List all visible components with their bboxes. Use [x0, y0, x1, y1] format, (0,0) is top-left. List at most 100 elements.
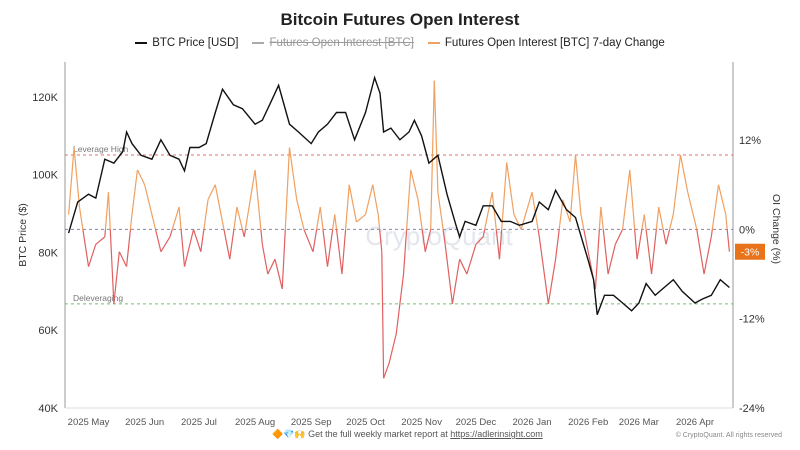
oi-change-segment — [171, 206, 180, 230]
oi-change-segment — [288, 147, 298, 200]
oi-change-segment — [513, 214, 522, 230]
x-tick-label: 2026 Mar — [619, 417, 659, 428]
oi-change-segment — [125, 229, 132, 267]
x-tick-label: 2025 Aug — [235, 417, 275, 428]
last-value-badge — [735, 243, 765, 260]
reference-line-label: Leverage High — [73, 144, 129, 154]
oi-change-segment — [348, 184, 358, 223]
oi-change-segment — [658, 206, 664, 230]
oi-change-segment — [402, 229, 408, 275]
oi-change-segment — [107, 192, 111, 230]
oi-change-segment — [221, 221, 225, 230]
oi-change-segment — [377, 214, 381, 230]
oi-change-segment — [710, 229, 713, 237]
x-tick-label: 2025 Jul — [181, 417, 217, 428]
oi-change-segment — [312, 229, 318, 252]
oi-change-segment — [104, 192, 110, 230]
footer: 🔶💎🙌 Get the full weekly market report at… — [272, 429, 543, 440]
oi-change-segment — [341, 229, 347, 275]
oi-change-segment — [598, 207, 602, 230]
oi-change-segment — [711, 184, 720, 230]
oi-change-segment — [433, 80, 439, 193]
oi-change-segment — [229, 229, 235, 260]
oi-change-segment — [662, 229, 667, 245]
oi-change-segment — [207, 184, 216, 200]
oi-change-segment — [475, 236, 484, 245]
oi-change-segment — [200, 229, 205, 252]
y-right-axis-label: OI Change (%) — [770, 194, 782, 264]
oi-change-segment — [244, 169, 256, 230]
oi-change-segment — [717, 184, 727, 215]
oi-change-segment — [430, 80, 435, 230]
oi-change-segment — [629, 169, 636, 230]
y-left-tick-label: 80K — [38, 247, 58, 259]
oi-change-segment — [726, 229, 730, 252]
oi-change-segment — [538, 236, 549, 304]
oi-change-segment — [421, 229, 426, 252]
oi-change-segment — [655, 207, 660, 230]
legend-item-open-interest[interactable]: Futures Open Interest [BTC] — [252, 37, 414, 49]
oi-change-segment — [274, 259, 283, 290]
x-tick-label: 2025 Sep — [291, 417, 332, 428]
oi-change-segment — [284, 147, 291, 230]
oi-change-segment — [459, 258, 468, 275]
oi-change-segment — [192, 229, 202, 252]
oi-change-segment — [104, 229, 107, 237]
oi-change-segment — [442, 229, 446, 245]
oi-change-segment — [296, 199, 305, 230]
oi-change-segment — [383, 363, 390, 379]
oi-change-segment — [109, 229, 115, 304]
x-tick-label: 2025 Oct — [346, 417, 385, 428]
oi-change-segment — [151, 214, 157, 230]
oi-change-segment — [547, 259, 557, 304]
oi-change-segment — [634, 229, 638, 260]
oi-change-segment — [498, 229, 503, 260]
legend-item-btc-price[interactable]: BTC Price [USD] — [135, 37, 238, 49]
legend: BTC Price [USD] Futures Open Interest [B… — [0, 37, 800, 49]
oi-change-segment — [520, 192, 533, 230]
legend-item-oi-change[interactable]: Futures Open Interest [BTC] 7-day Change — [427, 37, 665, 49]
oi-change-segment — [364, 184, 374, 215]
oi-change-segment — [180, 229, 186, 267]
legend-swatch — [427, 42, 440, 44]
oi-change-segment — [636, 229, 643, 260]
oi-change-segment — [437, 192, 444, 230]
oi-change-segment — [254, 169, 262, 230]
oi-change-segment — [558, 199, 564, 230]
oi-change-segment — [319, 207, 324, 230]
oi-change-segment — [506, 162, 515, 215]
oi-change-segment — [574, 154, 582, 215]
oi-change-segment — [214, 184, 224, 223]
chart-title: Bitcoin Futures Open Interest — [280, 10, 520, 29]
oi-change-segment — [335, 229, 343, 275]
report-link[interactable]: https://adlerinsight.com — [450, 429, 543, 439]
legend-label: Futures Open Interest [BTC] — [269, 37, 414, 49]
btc-price-line — [67, 75, 730, 315]
oi-change-segment — [424, 229, 432, 252]
oi-change-segment — [725, 214, 728, 230]
legend-label: BTC Price [USD] — [152, 37, 239, 49]
oi-change-segment — [569, 154, 577, 223]
legend-swatch — [252, 42, 265, 44]
legend-label: Futures Open Interest [BTC] 7-day Change — [444, 37, 665, 49]
oi-change-segment — [417, 199, 423, 230]
oi-change-segment — [406, 169, 412, 230]
oi-change-segment — [113, 251, 120, 304]
watermark: CryptoQuant — [365, 221, 513, 251]
footer-emoji: 🔶💎🙌 — [272, 429, 306, 439]
oi-change-segment — [491, 192, 497, 230]
oi-change-segment — [73, 147, 81, 208]
oi-change-segment — [562, 199, 571, 223]
x-tick-label: 2025 Jun — [125, 417, 164, 428]
oi-change-segment — [260, 229, 263, 245]
oi-change-segment — [95, 236, 106, 245]
oi-change-segment — [650, 229, 657, 275]
footer-text: Get the full weekly market report at — [308, 429, 448, 439]
legend-swatch — [135, 42, 148, 44]
oi-change-segment — [281, 229, 286, 289]
oi-change-segment — [665, 229, 671, 245]
oi-change-segment — [484, 192, 493, 230]
oi-change-segment — [580, 214, 585, 230]
oi-change-segment — [583, 229, 589, 252]
oi-change-segment — [160, 236, 171, 253]
